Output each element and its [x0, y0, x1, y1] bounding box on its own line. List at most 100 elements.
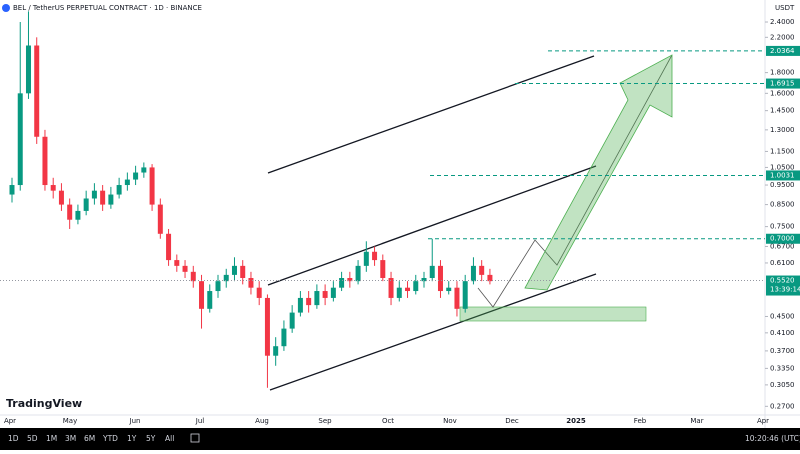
- y-tick-label: 1.6000: [770, 89, 795, 97]
- last-price-bg: [766, 275, 800, 296]
- candle-body: [157, 204, 163, 234]
- candle-body: [116, 185, 122, 195]
- range-button[interactable]: YTD: [102, 434, 118, 443]
- level-label: 0.7000: [770, 235, 795, 243]
- range-button[interactable]: 5D: [27, 434, 38, 443]
- y-tick-label: 1.8000: [770, 69, 795, 77]
- y-tick-label: 0.3350: [770, 364, 795, 372]
- support-zone: [459, 306, 647, 322]
- candle-body: [314, 291, 320, 306]
- candle-body: [75, 210, 81, 220]
- candle-body: [256, 287, 262, 298]
- y-tick-label: 0.7500: [770, 223, 795, 231]
- candle-body: [273, 346, 279, 356]
- x-tick-label: Feb: [634, 417, 647, 425]
- candle-body: [429, 265, 435, 278]
- level-label-bg: [766, 233, 800, 244]
- y-tick-label: 1.4500: [770, 107, 795, 115]
- candle-body: [454, 287, 460, 309]
- candle-body: [355, 265, 361, 282]
- candle-body: [380, 260, 386, 278]
- candle-body: [182, 265, 188, 272]
- y-tick-label: 0.8500: [770, 201, 795, 209]
- candle-body: [91, 190, 97, 199]
- candle-body: [306, 297, 312, 306]
- candle-body: [396, 287, 402, 298]
- x-tick-label: Apr: [4, 417, 16, 425]
- candle-body: [190, 271, 196, 282]
- target-arrow: [524, 54, 673, 291]
- candle-body: [133, 172, 139, 180]
- candle-body: [231, 265, 237, 275]
- x-tick-label: Jun: [129, 417, 141, 425]
- y-tick-label: 0.6100: [770, 259, 795, 267]
- level-label: 2.0364: [770, 47, 795, 55]
- candle-body: [322, 291, 328, 298]
- y-tick-label: 0.6700: [770, 242, 795, 250]
- candle-body: [281, 328, 287, 347]
- candle-body: [437, 265, 443, 292]
- trendline: [267, 55, 595, 174]
- level-label-bg: [766, 45, 800, 56]
- range-button[interactable]: 1M: [46, 434, 57, 443]
- trendline: [267, 165, 597, 286]
- brand-logo: TradingView: [6, 397, 82, 410]
- candle-body: [34, 45, 40, 137]
- countdown: 13:39:14: [770, 286, 800, 294]
- y-tick-label: 0.3700: [770, 347, 795, 355]
- range-button[interactable]: 5Y: [146, 434, 156, 443]
- clock: 10:20:46 (UTC): [745, 434, 800, 443]
- y-tick-label: 1.1500: [770, 147, 795, 155]
- y-tick-label: 2.4000: [770, 18, 795, 26]
- level-label-bg: [766, 170, 800, 181]
- x-tick-label: May: [63, 417, 77, 425]
- range-button[interactable]: 1D: [8, 434, 19, 443]
- candle-body: [223, 274, 229, 282]
- candle-body: [405, 287, 411, 292]
- chart-title: BEL / TetherUS PERPETUAL CONTRACT · 1D ·…: [13, 4, 202, 12]
- range-button[interactable]: All: [165, 434, 174, 443]
- projection-path: [477, 54, 673, 308]
- candle-body: [470, 265, 476, 282]
- candle-body: [388, 277, 394, 298]
- candle-body: [124, 179, 130, 186]
- y-tick-label: 0.9500: [770, 181, 795, 189]
- y-tick-label: 0.4500: [770, 312, 795, 320]
- candle-body: [17, 93, 23, 186]
- candle-body: [487, 274, 493, 282]
- candle-body: [372, 251, 378, 261]
- symbol-icon: [2, 4, 10, 12]
- toolbar: 10:20:46 (UTC) 1D 5D 1M 3M 6M YTD 1Y 5Y All: [8, 433, 800, 443]
- range-button[interactable]: 1Y: [127, 434, 137, 443]
- x-tick-label: Sep: [318, 417, 332, 425]
- candle-body: [297, 297, 303, 313]
- candle-body: [421, 277, 427, 282]
- candle-body: [149, 167, 155, 205]
- range-button[interactable]: 3M: [65, 434, 76, 443]
- candle-body: [363, 251, 369, 266]
- candle-body: [141, 167, 147, 173]
- x-tick-label: 2025: [566, 417, 586, 425]
- y-tick-label: 0.3050: [770, 381, 795, 389]
- candle-body: [330, 287, 336, 298]
- date-range-button[interactable]: [190, 433, 200, 443]
- candle-body: [83, 198, 89, 211]
- y-tick-label: 1.3000: [770, 126, 795, 134]
- x-tick-label: Oct: [382, 417, 394, 425]
- candle-body: [100, 190, 106, 205]
- candle-body: [413, 281, 419, 292]
- candle-body: [215, 281, 221, 292]
- bottom-toolbar: [0, 428, 800, 450]
- candle-body: [50, 185, 56, 191]
- range-button[interactable]: 6M: [84, 434, 95, 443]
- candle-body: [67, 204, 73, 220]
- candle-body: [9, 185, 15, 195]
- x-tick-label: Mar: [690, 417, 703, 425]
- level-label: 1.0031: [770, 171, 795, 179]
- candle-body: [25, 45, 31, 94]
- candle-body: [289, 312, 295, 329]
- currency-label: USDT: [775, 4, 795, 12]
- candle-body: [264, 297, 270, 356]
- y-tick-label: 0.2700: [770, 402, 795, 410]
